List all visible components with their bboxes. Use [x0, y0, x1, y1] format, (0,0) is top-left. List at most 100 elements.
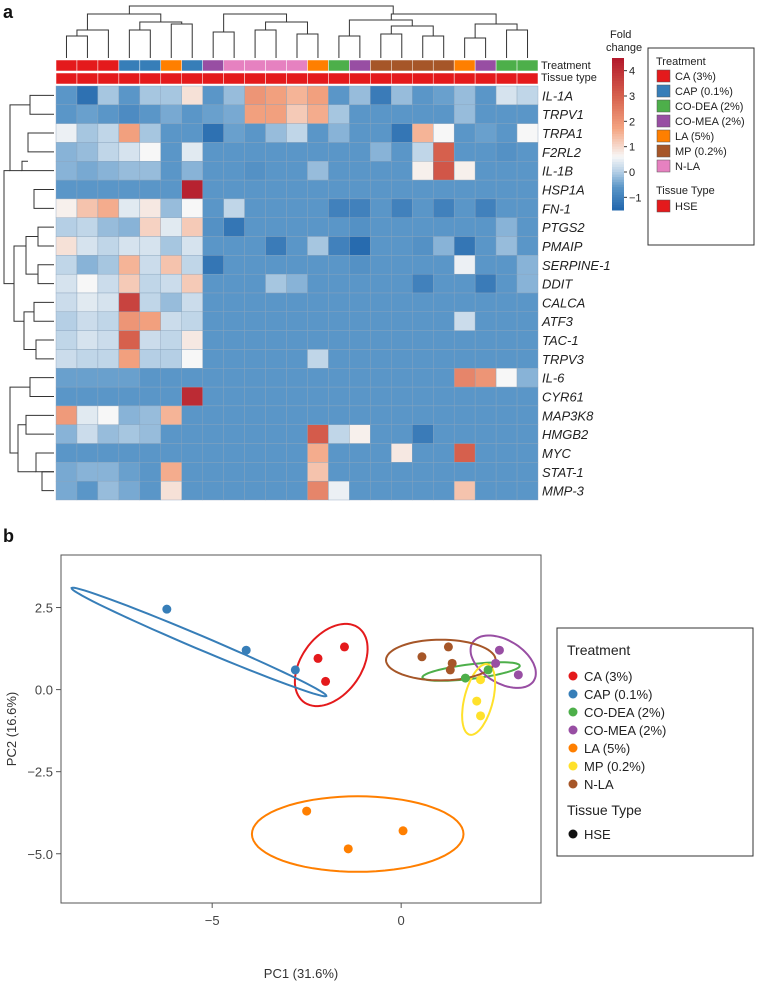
heatmap-cell — [370, 462, 392, 482]
heatmap-cell — [307, 424, 329, 444]
row-dendrogram-link — [3, 170, 14, 285]
pca-legend-marker — [568, 671, 578, 681]
colorbar-segment — [612, 139, 624, 143]
pca-point — [343, 844, 353, 854]
heatmap-cell — [181, 462, 203, 482]
pca-point — [491, 658, 501, 668]
heatmap-cell — [349, 255, 371, 275]
heatmap-cell — [139, 330, 161, 350]
heatmap-cell — [370, 424, 392, 444]
heatmap-cell — [76, 480, 99, 501]
heatmap-cell — [265, 292, 287, 313]
heatmap-cell — [97, 217, 120, 237]
heatmap-cell — [286, 85, 308, 106]
heatmap-cell — [181, 273, 203, 294]
colorbar-segment — [612, 68, 624, 72]
heatmap-cell — [55, 386, 78, 407]
heatmap-cell — [202, 236, 224, 256]
heatmap-cell — [516, 217, 539, 237]
row-dendrogram-link — [21, 160, 54, 172]
colorbar-segment — [612, 187, 624, 191]
gene-label: IL-1B — [542, 164, 573, 179]
treatment-annotation-cell — [349, 59, 371, 72]
heatmap-cell — [307, 236, 329, 256]
pca-plot-frame — [60, 554, 542, 904]
heatmap-cell — [307, 123, 329, 143]
pca-axes: −5 0 2.5 0.0 −2.5 −5.0 — [27, 601, 404, 928]
heatmap-cell — [453, 480, 476, 501]
heatmap-cell — [244, 424, 266, 444]
heatmap-cell — [286, 311, 308, 331]
heatmap-cell — [391, 368, 413, 388]
colorbar-segment — [612, 126, 624, 130]
heatmap-cell — [55, 349, 78, 369]
pca-ellipse — [461, 662, 497, 736]
heatmap-cell — [286, 405, 308, 425]
heatmap-cell — [328, 123, 350, 143]
treatment-annotation-cell — [495, 59, 518, 72]
colorbar-segment — [612, 146, 624, 150]
colorbar-segment — [612, 166, 624, 170]
heatmap-cell — [453, 368, 476, 388]
heatmap-cell — [516, 386, 539, 407]
colorbar-segment — [612, 123, 624, 127]
column-dendrogram-link — [170, 23, 193, 58]
column-dendrogram-link — [65, 35, 88, 58]
heatmap-cell — [118, 386, 141, 407]
heatmap-cell — [412, 123, 434, 143]
heatmap-cell — [118, 198, 141, 218]
heatmap-cell — [474, 480, 497, 501]
tissue-annotation-cell — [349, 72, 371, 85]
heatmap-cell — [265, 255, 287, 275]
heatmap-cell — [202, 161, 224, 181]
heatmap-cell — [286, 179, 308, 200]
heatmap-cell — [55, 255, 78, 275]
column-dendrogram-link — [128, 5, 394, 14]
column-dendrogram-link — [464, 37, 487, 58]
heatmap-cell — [160, 85, 182, 106]
heatmap-cell — [160, 386, 182, 407]
heatmap-cell — [76, 349, 99, 369]
heatmap-cell — [244, 368, 266, 388]
heatmap-cell — [370, 123, 392, 143]
heatmap-cell — [433, 311, 455, 331]
heatmap-cell — [244, 236, 266, 256]
heatmap-cell — [328, 198, 350, 218]
heatmap-cell — [97, 179, 120, 200]
pca-x-tick-label: 0 — [398, 913, 405, 928]
heatmap-cell — [265, 85, 287, 106]
heatmap-cell — [223, 104, 245, 124]
treatment-annotation-cell — [474, 59, 497, 72]
heatmap-cell — [391, 142, 413, 162]
heatmap-cell — [307, 85, 329, 106]
heatmap-cell — [433, 161, 455, 181]
tissue-annotation-cell — [516, 72, 539, 85]
heatmap-cell — [55, 424, 78, 444]
column-dendrogram-link — [254, 29, 277, 58]
heatmap-cell — [307, 349, 329, 369]
heatmap-cell — [76, 424, 99, 444]
heatmap-cell — [328, 217, 350, 237]
heatmap-cell — [265, 405, 287, 425]
column-dendrogram-link — [223, 13, 288, 32]
heatmap-legend-swatch — [656, 114, 671, 128]
heatmap-cell — [328, 368, 350, 388]
gene-label: PTGS2 — [542, 220, 585, 235]
row-dendrogram-link — [27, 132, 54, 153]
heatmap-cell — [412, 198, 434, 218]
heatmap-cell — [265, 217, 287, 237]
colorbar-segment — [612, 207, 624, 211]
heatmap-cell — [474, 273, 497, 294]
row-dendrogram-link — [29, 377, 54, 397]
heatmap-legend-item: N-LA — [675, 161, 701, 173]
colorbar-segment — [612, 70, 624, 74]
heatmap-cell — [516, 443, 539, 463]
heatmap-cell — [433, 349, 455, 369]
heatmap-legend-item: CO-MEA (2%) — [675, 116, 745, 128]
heatmap-cell — [139, 104, 161, 124]
heatmap-cell — [139, 123, 161, 143]
heatmap-cell — [307, 443, 329, 463]
heatmap-cell — [55, 330, 78, 350]
heatmap-cell — [244, 85, 266, 106]
heatmap-cell — [244, 123, 266, 143]
